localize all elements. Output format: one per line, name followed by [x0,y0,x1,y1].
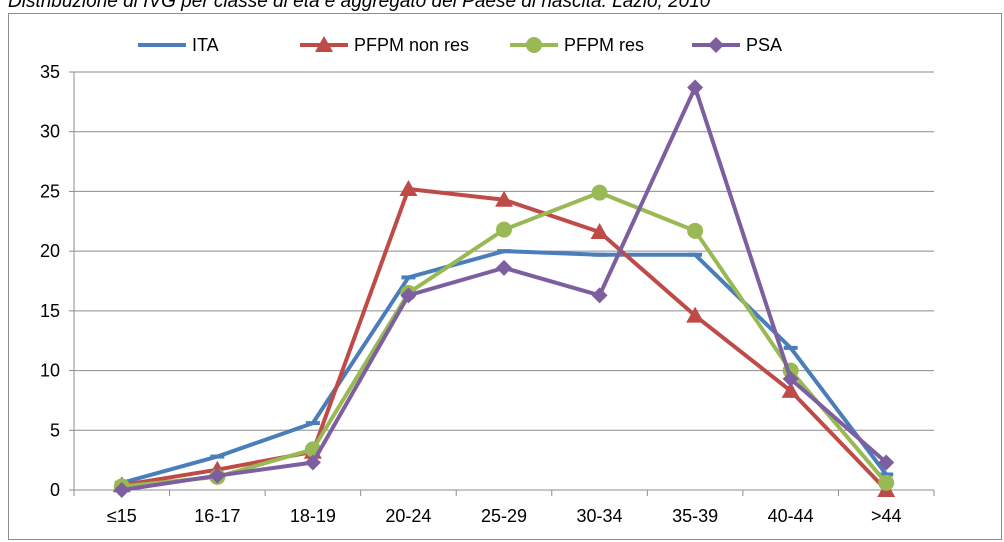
data-point [781,381,800,398]
legend-item: PFPM non res [300,35,469,55]
series-lines [112,79,896,498]
x-tick-label: 20-24 [385,506,431,526]
x-tick-label: ≤15 [107,506,137,526]
y-tick-label: 35 [40,62,60,82]
series-line [121,249,888,485]
y-tick-label: 0 [50,480,60,500]
data-point [878,474,895,491]
x-tick-label: 40-44 [768,506,814,526]
data-point [879,472,894,477]
legend-label: PSA [746,35,782,55]
data-point [400,287,417,304]
legend-item: ITA [138,35,219,55]
data-point [686,306,705,323]
chart-area [8,13,1002,540]
data-point [688,252,703,257]
data-point [782,370,799,387]
data-point [401,275,416,280]
y-tick-label: 25 [40,181,60,201]
data-point [113,482,130,498]
data-point [783,345,798,350]
y-tick-label: 10 [40,361,60,381]
data-point [687,222,704,239]
legend-marker [526,37,542,53]
series-line [121,85,888,492]
y-tick-label: 15 [40,301,60,321]
legend-marker [155,43,169,47]
data-point [209,467,226,484]
data-point [210,454,225,459]
x-tick-label: 25-29 [481,506,527,526]
legend-label: PFPM non res [354,35,469,55]
x-tick-label: 16-17 [194,506,240,526]
series-psa [113,79,895,498]
data-point [878,454,895,471]
data-point [591,287,608,304]
data-point [495,190,513,207]
gridlines [74,71,934,431]
data-point [399,180,418,197]
y-tick-label: 5 [50,420,60,440]
data-point [592,252,607,257]
data-point [497,249,511,254]
legend-item: PFPM res [510,35,644,55]
data-point [687,79,704,96]
series-ita [114,249,894,485]
x-tick-label: >44 [871,506,902,526]
x-tick-label: 35-39 [672,506,718,526]
data-point [496,259,512,276]
legend-label: ITA [192,35,219,55]
legend: ITA PFPM non res PFPM res PSA [138,35,782,55]
data-point [496,221,512,238]
legend-label: PFPM res [564,35,644,55]
x-tick-label: 18-19 [290,506,336,526]
legend-marker [315,36,333,52]
data-point [304,454,321,471]
data-point [305,421,320,426]
axes: 0 5 10 15 20 25 30 35 ≤15 16-17 18-19 20-24 25-29 30-… [40,62,935,526]
y-tick-label: 30 [40,122,60,142]
legend-item: PSA [692,35,782,55]
chart-title: Distribuzione di IVG per classe di età e… [8,0,711,12]
data-point [590,223,609,240]
x-tick-label: 30-34 [577,506,623,526]
data-point [591,184,608,201]
y-tick-label: 20 [40,241,60,261]
legend-marker [708,37,724,53]
